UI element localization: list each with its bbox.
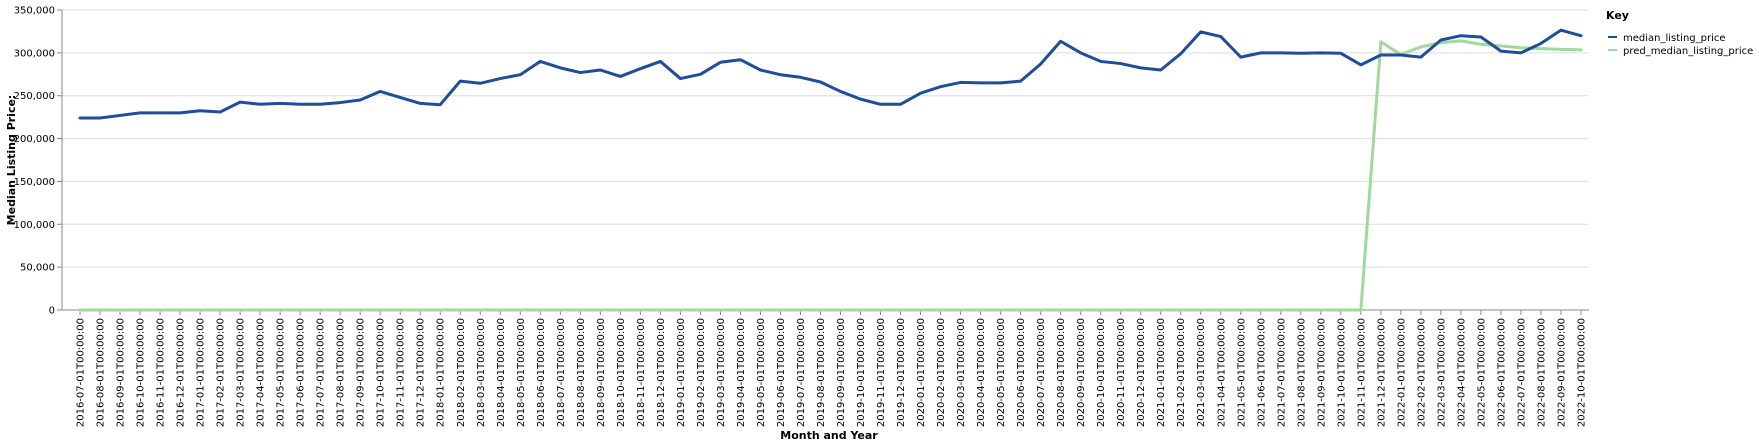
x-tick-label: 2017-01-01T00:00:00 — [196, 318, 207, 427]
x-tick-label: 2020-10-01T00:00:00 — [1096, 318, 1107, 427]
x-tick-label: 2021-12-01T00:00:00 — [1376, 318, 1387, 427]
legend-label: median_listing_price — [1623, 33, 1726, 44]
y-tick-label: 150,000 — [14, 177, 55, 188]
x-tick-label: 2016-09-01T00:00:00 — [116, 318, 127, 427]
x-tick-label: 2018-08-01T00:00:00 — [576, 318, 587, 427]
x-tick-label: 2018-11-01T00:00:00 — [636, 318, 647, 427]
x-tick-label: 2019-09-01T00:00:00 — [836, 318, 847, 427]
x-tick-label: 2019-12-01T00:00:00 — [896, 318, 907, 427]
x-tick-label: 2020-01-01T00:00:00 — [916, 318, 927, 427]
x-tick-label: 2022-03-01T00:00:00 — [1436, 318, 1447, 427]
x-tick-label: 2016-07-01T00:00:00 — [76, 318, 87, 427]
x-tick-label: 2019-02-01T00:00:00 — [696, 318, 707, 427]
x-tick-label: 2020-09-01T00:00:00 — [1076, 318, 1087, 427]
x-tick-label: 2017-07-01T00:00:00 — [316, 318, 327, 427]
x-tick-label: 2022-05-01T00:00:00 — [1476, 318, 1487, 427]
x-tick-label: 2022-01-01T00:00:00 — [1396, 318, 1407, 427]
x-tick-label: 2021-10-01T00:00:00 — [1336, 318, 1347, 427]
x-tick-label: 2018-01-01T00:00:00 — [436, 318, 447, 427]
x-tick-label: 2022-09-01T00:00:00 — [1556, 318, 1567, 427]
x-tick-label: 2020-11-01T00:00:00 — [1116, 318, 1127, 427]
legend-title: Key — [1606, 9, 1629, 22]
x-tick-label: 2019-07-01T00:00:00 — [796, 318, 807, 427]
x-tick-label: 2021-07-01T00:00:00 — [1276, 318, 1287, 427]
x-tick-label: 2018-06-01T00:00:00 — [536, 318, 547, 427]
x-tick-label: 2016-12-01T00:00:00 — [176, 318, 187, 427]
x-tick-label: 2021-06-01T00:00:00 — [1256, 318, 1267, 427]
x-tick-label: 2018-03-01T00:00:00 — [476, 318, 487, 427]
x-tick-label: 2020-02-01T00:00:00 — [936, 318, 947, 427]
x-tick-label: 2021-11-01T00:00:00 — [1356, 318, 1367, 427]
x-tick-label: 2017-11-01T00:00:00 — [396, 318, 407, 427]
x-tick-label: 2018-07-01T00:00:00 — [556, 318, 567, 427]
x-tick-label: 2020-08-01T00:00:00 — [1056, 318, 1067, 427]
x-tick-label: 2016-11-01T00:00:00 — [156, 318, 167, 427]
x-tick-label: 2022-02-01T00:00:00 — [1416, 318, 1427, 427]
x-tick-label: 2022-07-01T00:00:00 — [1516, 318, 1527, 427]
axes: 0 50,000 100,000 150,000 200,000 250,000 300,0… — [14, 6, 1589, 427]
gridlines — [62, 9, 1589, 311]
y-tick-label: 50,000 — [20, 263, 55, 274]
x-tick-label: 2018-02-01T00:00:00 — [456, 318, 467, 427]
legend-item-median-listing-price: median_listing_price — [1608, 33, 1726, 44]
x-tick-label: 2017-09-01T00:00:00 — [356, 318, 367, 427]
x-tick-label: 2017-04-01T00:00:00 — [256, 318, 267, 427]
x-tick-label: 2018-12-01T00:00:00 — [656, 318, 667, 427]
x-tick-label: 2019-05-01T00:00:00 — [756, 318, 767, 427]
x-tick-label: 2017-03-01T00:00:00 — [236, 318, 247, 427]
x-tick-label: 2018-05-01T00:00:00 — [516, 318, 527, 427]
x-tick-label: 2019-03-01T00:00:00 — [716, 318, 727, 427]
x-tick-label: 2022-04-01T00:00:00 — [1456, 318, 1467, 427]
x-tick-label: 2017-05-01T00:00:00 — [276, 318, 287, 427]
x-tick-label: 2021-04-01T00:00:00 — [1216, 318, 1227, 427]
x-tick-label: 2021-02-01T00:00:00 — [1176, 318, 1187, 427]
x-axis-title: Month and Year — [780, 429, 878, 442]
x-tick-label: 2017-08-01T00:00:00 — [336, 318, 347, 427]
x-tick-label: 2022-10-01T00:00:00 — [1577, 318, 1588, 427]
series-lines — [78, 28, 1583, 312]
x-tick-label: 2020-03-01T00:00:00 — [956, 318, 967, 427]
x-tick-label: 2019-11-01T00:00:00 — [876, 318, 887, 427]
x-tick-label: 2017-12-01T00:00:00 — [416, 318, 427, 427]
x-tick-label: 2017-02-01T00:00:00 — [216, 318, 227, 427]
x-tick-label: 2020-05-01T00:00:00 — [996, 318, 1007, 427]
x-tick-label: 2019-08-01T00:00:00 — [816, 318, 827, 427]
x-tick-label: 2021-05-01T00:00:00 — [1236, 318, 1247, 427]
x-tick-label: 2020-07-01T00:00:00 — [1036, 318, 1047, 427]
x-tick-label: 2018-04-01T00:00:00 — [496, 318, 507, 427]
legend-label: pred_median_listing_price — [1623, 46, 1753, 57]
legend: Key median_listing_price pred_median_lis… — [1606, 9, 1753, 57]
x-tick-label: 2019-06-01T00:00:00 — [776, 318, 787, 427]
x-tick-label: 2022-08-01T00:00:00 — [1536, 318, 1547, 427]
x-tick-label: 2019-04-01T00:00:00 — [736, 318, 747, 427]
x-tick-label: 2016-08-01T00:00:00 — [96, 318, 107, 427]
x-tick-label: 2018-10-01T00:00:00 — [616, 318, 627, 427]
y-tick-label: 300,000 — [14, 48, 55, 59]
x-tick-label: 2017-06-01T00:00:00 — [296, 318, 307, 427]
x-tick-label: 2020-12-01T00:00:00 — [1136, 318, 1147, 427]
y-tick-label: 0 — [49, 306, 55, 317]
x-tick-label: 2020-04-01T00:00:00 — [976, 318, 987, 427]
y-tick-label: 200,000 — [14, 134, 55, 145]
series-line-median-listing-price — [78, 28, 1583, 120]
x-tick-label: 2021-01-01T00:00:00 — [1156, 318, 1167, 427]
x-tick-label: 2022-06-01T00:00:00 — [1496, 318, 1507, 427]
series-line-pred-median-listing-price — [78, 39, 1583, 312]
x-tick-label: 2021-09-01T00:00:00 — [1316, 318, 1327, 427]
x-tick-label: 2018-09-01T00:00:00 — [596, 318, 607, 427]
x-tick-label: 2019-10-01T00:00:00 — [856, 318, 867, 427]
x-tick-label: 2021-08-01T00:00:00 — [1296, 318, 1307, 427]
y-tick-label: 100,000 — [14, 220, 55, 231]
x-tick-label: 2020-06-01T00:00:00 — [1016, 318, 1027, 427]
x-tick-label: 2016-10-01T00:00:00 — [136, 318, 147, 427]
x-tick-label: 2019-01-01T00:00:00 — [676, 318, 687, 427]
y-axis-title: Median Listing Price: — [5, 95, 18, 226]
legend-item-pred-median-listing-price: pred_median_listing_price — [1608, 46, 1753, 57]
x-tick-label: 2017-10-01T00:00:00 — [376, 318, 387, 427]
y-tick-label: 250,000 — [14, 91, 55, 102]
y-tick-label: 350,000 — [14, 6, 55, 17]
x-tick-label: 2021-03-01T00:00:00 — [1196, 318, 1207, 427]
